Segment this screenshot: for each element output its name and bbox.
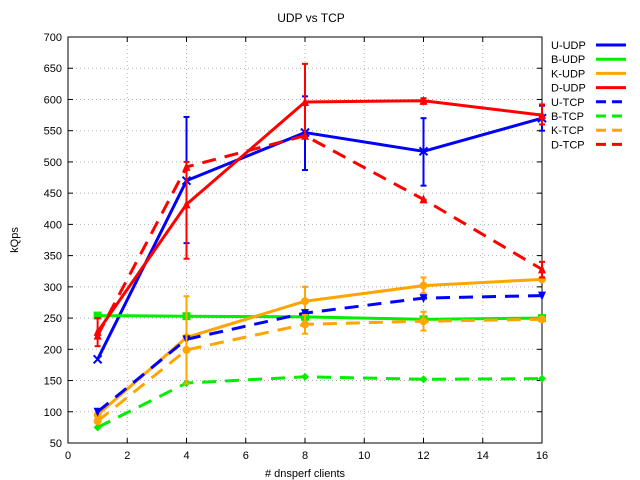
- data-point: [301, 320, 309, 329]
- y-tick-label: 100: [44, 407, 62, 419]
- data-point: [301, 372, 309, 381]
- data-point: [182, 199, 191, 209]
- series-d-udp: [93, 62, 546, 348]
- data-point: [301, 297, 309, 306]
- y-tick-label: 250: [44, 313, 62, 325]
- x-tick-label: 0: [65, 450, 71, 462]
- legend-label: B-UDP: [551, 54, 585, 66]
- legend-item: K-UDP: [551, 68, 626, 80]
- data-point: [419, 281, 428, 290]
- data-point: [419, 317, 428, 326]
- data-point: [301, 96, 309, 106]
- y-tick-label: 200: [44, 344, 62, 356]
- y-tick-label: 700: [44, 32, 62, 44]
- legend-item: U-TCP: [551, 97, 626, 109]
- data-point: [538, 264, 546, 274]
- axes: 0 2 4 6 8 10 12 14 16 50 100 150 200 250 300 350 400 450 5…: [44, 32, 548, 462]
- y-tick-label: 550: [44, 126, 62, 138]
- legend-label: K-UDP: [551, 68, 585, 80]
- data-point: [301, 130, 309, 140]
- legend-item: D-TCP: [551, 139, 626, 151]
- data-point: [538, 291, 546, 301]
- x-axis-label: # dnsperf clients: [265, 468, 346, 480]
- data-point: [92, 354, 103, 365]
- legend-item: B-TCP: [551, 111, 626, 123]
- series-b-udp: [93, 311, 546, 324]
- y-tick-label: 400: [44, 219, 62, 231]
- legend-item: U-UDP: [551, 40, 626, 52]
- data-point: [301, 309, 309, 319]
- error-bar: [183, 160, 190, 260]
- data-point: [419, 95, 428, 105]
- data-point: [538, 374, 546, 383]
- data-point: [418, 146, 429, 157]
- series-line: [97, 314, 543, 321]
- legend-item: K-TCP: [551, 125, 626, 137]
- error-bar: [183, 295, 190, 385]
- series-k-tcp: [93, 295, 546, 426]
- x-tick-label: 12: [417, 450, 429, 462]
- legend-label: K-TCP: [551, 125, 584, 137]
- data-point: [538, 110, 546, 120]
- series-k-udp: [93, 275, 546, 419]
- legend-label: D-UDP: [551, 83, 586, 95]
- series-line: [96, 134, 543, 337]
- legend-label: U-UDP: [551, 40, 586, 52]
- y-tick-label: 500: [44, 157, 62, 169]
- x-tick-label: 6: [243, 450, 249, 462]
- y-tick-label: 350: [44, 251, 62, 263]
- series-d-tcp: [93, 130, 546, 340]
- y-tick-label: 650: [44, 63, 62, 75]
- y-tick-label: 150: [44, 376, 62, 388]
- legend-item: D-UDP: [551, 83, 626, 95]
- legend-label: B-TCP: [551, 111, 584, 123]
- x-tick-label: 8: [302, 450, 308, 462]
- x-tick-label: 10: [358, 450, 370, 462]
- series-layer: [92, 62, 547, 432]
- series-line: [96, 317, 543, 423]
- x-tick-label: 16: [536, 450, 548, 462]
- legend-item: B-UDP: [551, 54, 626, 66]
- legend-label: D-TCP: [551, 139, 585, 151]
- y-tick-label: 300: [44, 282, 62, 294]
- data-point: [93, 311, 102, 320]
- data-point: [419, 375, 428, 384]
- y-tick-label: 450: [44, 188, 62, 200]
- series-u-udp: [92, 95, 547, 365]
- data-point: [538, 315, 546, 324]
- legend: U-UDP B-UDP K-UDP D-UDP U-TCP B-TCP K-TCP D-TCP: [551, 40, 626, 151]
- y-tick-label: 50: [50, 438, 62, 450]
- series-u-tcp: [93, 291, 546, 417]
- y-tick-label: 600: [44, 94, 62, 106]
- y-axis-label: kQps: [9, 227, 21, 253]
- data-point: [419, 194, 428, 204]
- data-point: [182, 345, 191, 354]
- x-tick-label: 4: [183, 450, 189, 462]
- series-b-tcp: [93, 372, 546, 432]
- data-point: [93, 423, 102, 432]
- x-tick-label: 2: [124, 450, 130, 462]
- data-point: [419, 294, 428, 304]
- data-point: [182, 161, 191, 171]
- chart-title: UDP vs TCP: [277, 11, 345, 25]
- data-point: [93, 407, 102, 417]
- series-line: [96, 375, 543, 429]
- data-point: [93, 330, 102, 340]
- data-point: [93, 417, 102, 426]
- legend-label: U-TCP: [551, 97, 585, 109]
- x-tick-label: 14: [477, 450, 489, 462]
